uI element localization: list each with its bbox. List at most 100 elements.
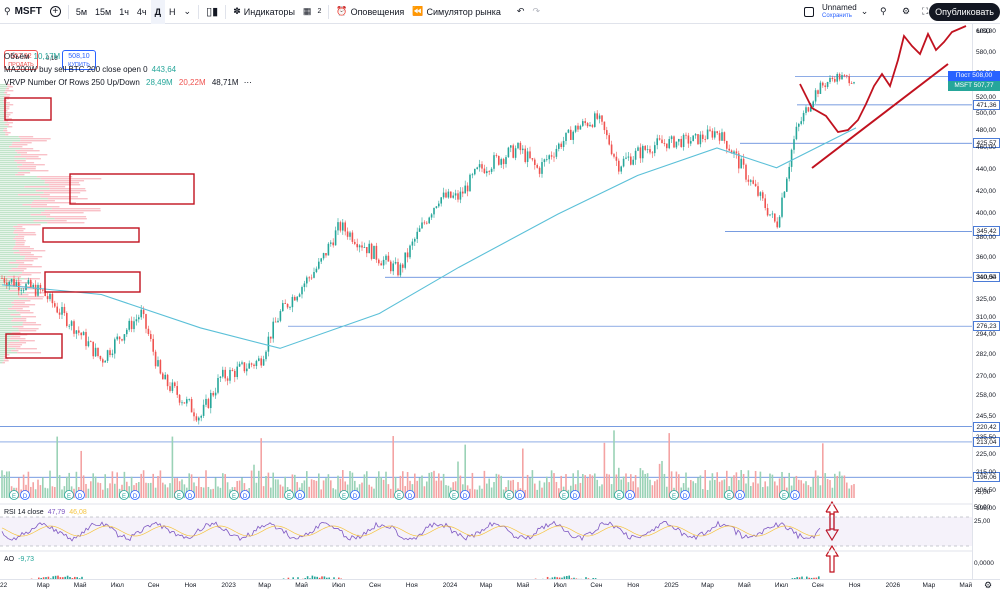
settings-button[interactable]: ⚙ [898, 0, 914, 24]
gear-icon: ⚙ [902, 6, 911, 16]
interval-15m[interactable]: 15м [95, 6, 112, 17]
time-tick: Июл [332, 582, 346, 589]
volume-bar [586, 477, 589, 498]
volume-bar [666, 486, 668, 498]
quick-search-button[interactable]: ⚲ [876, 0, 891, 24]
symbol-price-value: 507,77 [973, 82, 994, 89]
volume-bar [147, 483, 150, 498]
ao-bar [59, 577, 62, 579]
volume-bar [445, 485, 447, 498]
symbol-name: MSFT [14, 6, 42, 17]
earnings-marker [130, 490, 140, 500]
volume-bar [507, 480, 510, 498]
candle [234, 370, 236, 378]
candle [541, 162, 543, 174]
indicators-button[interactable]: ✽ Индикаторы [229, 0, 299, 24]
interval-1h[interactable]: 1ч [119, 6, 129, 17]
volume-bar [37, 479, 39, 498]
volume-bar [606, 473, 608, 498]
interval-dropdown[interactable]: ⌄ [180, 0, 196, 24]
earnings-marker-label: E [452, 494, 456, 500]
vrvp-up-row [0, 102, 4, 104]
templates-button[interactable]: ▦ 2 [299, 0, 325, 24]
earnings-marker [350, 490, 360, 500]
time-axis[interactable]: 22 Мар Май Июл Сен Ноя 2023 Мар Май Июл Сен Ноя 2024… [0, 579, 1000, 593]
undo-icon: ↶ [516, 6, 525, 16]
vrvp-legend[interactable]: VRVP Number Of Rows 250 Up/Down 28,49M 2… [4, 78, 252, 87]
vrvp-up-row [0, 110, 4, 112]
earnings-marker-label: D [298, 494, 303, 500]
candle [339, 222, 342, 231]
layout-menu[interactable]: Unnamed Сохранить ⌄ [800, 0, 872, 24]
interval-4h[interactable]: 4ч [136, 6, 147, 17]
ao-bar [52, 576, 54, 579]
add-symbol-button[interactable]: + [46, 0, 65, 24]
forecast-path [799, 25, 967, 133]
earnings-marker-label: E [727, 494, 731, 500]
volume-bar [18, 477, 20, 498]
candle [42, 289, 44, 291]
publish-button[interactable]: Опубликовать [929, 3, 1000, 21]
redo-button[interactable]: ↷ [528, 0, 544, 24]
candle [678, 138, 680, 142]
volume-bar [392, 436, 394, 498]
rsi-legend[interactable]: RSI 14 close 47,79 46,08 [4, 509, 87, 516]
vrvp-down-row [7, 86, 13, 88]
interval-5m[interactable]: 5м [75, 6, 88, 17]
undo-button[interactable]: ↶ [513, 0, 529, 24]
layout-status: Сохранить [822, 12, 852, 19]
candle [322, 253, 325, 259]
price-axis[interactable]: USD [972, 24, 1000, 579]
fullscreen-button[interactable]: ⛶ [918, 0, 932, 24]
candle [274, 321, 277, 323]
candle [838, 73, 841, 80]
volume-bar [584, 475, 586, 498]
ao-legend[interactable]: AO -9,73 [4, 556, 34, 563]
ma-legend[interactable]: MA200W buy sell BTC 200 close open 0 443,… [4, 65, 176, 74]
volume-legend[interactable]: Объём 10,17M [4, 52, 60, 61]
rsi-tick: 25,00 [974, 518, 991, 525]
candle [30, 280, 32, 288]
candle [39, 284, 42, 290]
earnings-marker-label: D [738, 494, 743, 500]
candle [169, 386, 171, 391]
replay-button[interactable]: ⏪ Симулятор рынка [408, 0, 505, 24]
vrvp-down-row [4, 124, 10, 126]
candle [284, 303, 286, 304]
chart-pane[interactable]: E D E D E D E D E D E D E D E D E D E D E D E D E D E D E D 507,92 ПР… [0, 24, 972, 579]
volume-bar [630, 474, 632, 498]
buy-button[interactable]: 508,10 КУПИТЬ [62, 50, 96, 70]
candle [330, 242, 332, 244]
candle [219, 376, 222, 378]
volume-bar [759, 471, 762, 498]
chart-type-button[interactable]: ▯▮ [202, 0, 222, 24]
vrvp-down-row [17, 224, 41, 226]
candle [325, 253, 327, 256]
ao-bar [318, 577, 321, 579]
vrvp-down-row [46, 216, 87, 218]
candle [373, 245, 375, 259]
more-icon[interactable]: ⋯ [243, 78, 252, 87]
volume-bar [656, 479, 658, 498]
ao-bar [575, 578, 578, 579]
alerts-button[interactable]: ⏰ Оповещения [332, 0, 408, 24]
candle [733, 151, 735, 154]
symbol-search[interactable]: ⚲ MSFT [0, 0, 46, 24]
sell-button[interactable]: 507,92 ПРОДАТЬ [4, 50, 38, 70]
rsi-ma-value: 46,08 [69, 509, 87, 516]
volume-bar [39, 485, 42, 498]
volume-bar [608, 474, 610, 498]
candle [474, 168, 476, 175]
volume-bar [34, 489, 37, 498]
volume-bar [843, 475, 846, 498]
volume-bar [716, 472, 718, 498]
earnings-marker-label: E [232, 494, 236, 500]
volume-bar [351, 472, 354, 498]
vrvp-down-row [21, 316, 36, 318]
time-axis-settings-button[interactable]: ⚙ [984, 580, 992, 591]
interval-1d[interactable]: Д [150, 0, 166, 24]
vrvp-down-row [25, 158, 41, 160]
interval-1w[interactable]: Н [169, 6, 176, 17]
volume-bar [718, 481, 721, 498]
